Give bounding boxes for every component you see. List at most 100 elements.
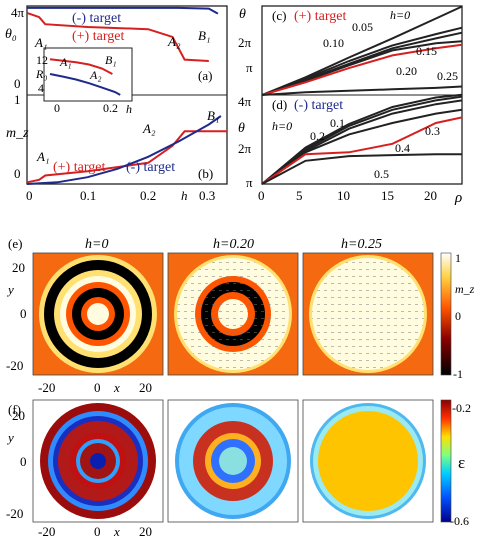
b-xtick-03: 0.3 (199, 188, 215, 203)
a-label-A1: A₁ (34, 35, 47, 50)
c-title: (+) target (294, 9, 346, 24)
b-xlabel: h (181, 188, 188, 203)
c-series-1-line (261, 26, 463, 96)
e-ytick-20: 20 (12, 260, 25, 275)
b-xtick-01: 0.1 (80, 188, 96, 203)
c-label-005: 0.05 (352, 20, 373, 34)
d-xtick-20: 20 (424, 188, 437, 203)
d-series-0-line (261, 93, 463, 185)
b-label-A1: A₁ (36, 149, 49, 164)
panel-f: -0.2 ε -0.6 (f) 20 y 0 -20 -20 0 x 20 (6, 399, 471, 539)
inset-xtick-02: 0.2 (103, 101, 118, 115)
d-ytick-2pi: 2π (238, 141, 252, 156)
f0-ring-8 (90, 453, 106, 469)
f-xtick-0: 0 (94, 524, 101, 539)
b-letter: (b) (198, 166, 213, 181)
d-series-1-line (261, 95, 463, 185)
f-ytick-20: 20 (12, 408, 25, 423)
d-title: (-) target (294, 98, 343, 113)
c-ytick-2pi: 2π (238, 35, 252, 50)
inset-xlabel: h (126, 102, 132, 116)
d-xtick-15: 15 (381, 188, 394, 203)
f-xlabel: x (113, 524, 120, 539)
f-map-2-rings (310, 403, 426, 519)
e-map-2-rings (309, 255, 427, 373)
a-ylabel: θ₀ (5, 27, 17, 42)
inset-ytick-4: 4 (38, 81, 44, 95)
inset-label-B1: B₁ (105, 53, 117, 67)
c-letter: (c) (272, 8, 286, 23)
panel-cd-curves (261, 5, 463, 185)
f-letter: (f) (8, 402, 21, 417)
c-ylabel: θ (239, 7, 246, 22)
d-ylabel: θ (238, 121, 245, 136)
e-xtick-20: 20 (139, 380, 152, 395)
b-series-plus-line (26, 130, 227, 184)
c-label-015: 0.15 (416, 44, 437, 58)
inset-label-A2: A₂ (89, 68, 102, 82)
d-series-3-line (261, 108, 463, 185)
inset-xtick-0: 0 (54, 101, 60, 115)
e2-arrows (312, 258, 424, 370)
d-label-01: 0.1 (330, 116, 345, 130)
f-colorbar (440, 399, 452, 523)
e-title-0: h=0 (85, 237, 108, 252)
c-ytick-pi: π (246, 60, 253, 75)
a-ytick-zero: 0 (14, 76, 21, 91)
e-colorbar (440, 252, 452, 376)
b-label-B1: B₁ (207, 108, 219, 123)
e-ytick-m20: -20 (6, 358, 23, 373)
inset-minus-line (49, 73, 121, 96)
a-label-A2: A₂ (167, 34, 181, 49)
f-map-1-rings (175, 403, 291, 519)
inset-ylabel: R₀ (35, 67, 48, 81)
e0-ring-8 (87, 303, 109, 325)
c-series-4-line (261, 43, 463, 96)
f1-ring-6 (219, 447, 247, 475)
f-ytick-0: 0 (20, 454, 27, 469)
f-map-0-rings (40, 403, 156, 519)
e-title-1: h=0.20 (213, 237, 254, 252)
f-cb-tick-bottom: -0.6 (450, 514, 469, 528)
b-xtick-02: 0.2 (140, 188, 156, 203)
d-label-05: 0.5 (374, 167, 389, 181)
e-ylabel: y (6, 282, 14, 297)
d-series-4-line (261, 116, 463, 185)
d-label-02: 0.2 (310, 129, 325, 143)
c-series-5-line (261, 85, 463, 96)
panel-ab: 4π θ₀ 0 1 m_z 0 (-) target (+) target (a… (5, 5, 228, 203)
d-label-04: 0.4 (395, 141, 410, 155)
b-ytick-zero: 0 (14, 166, 21, 181)
e-map-1-rings (174, 255, 292, 373)
e-cb-tick-1: 1 (455, 251, 461, 265)
e-xtick-0: 0 (94, 380, 101, 395)
b-series-minus-line (26, 115, 222, 185)
c-label-020: 0.20 (396, 64, 417, 78)
e-xtick-m20: -20 (38, 380, 55, 395)
b-legend-minus: (-) target (126, 160, 175, 175)
f-xtick-m20: -20 (38, 524, 55, 539)
f-xtick-20: 20 (139, 524, 152, 539)
f2-ring-3 (318, 411, 418, 511)
inset-ytick-12: 12 (36, 53, 48, 67)
d-series-2-line (261, 99, 463, 185)
b-ytick-one: 1 (14, 92, 21, 107)
e-xlabel: x (113, 380, 120, 395)
b-label-A2: A₂ (142, 121, 156, 136)
d-label-h0: h=0 (272, 119, 292, 133)
a-letter: (a) (198, 68, 212, 83)
d-xtick-5: 5 (296, 188, 303, 203)
panel-e: (e) h=0 h=0.20 h=0.25 (6, 236, 475, 395)
a-series-plus-line (26, 11, 209, 62)
f-ylabel: y (6, 430, 14, 445)
c-label-010: 0.10 (323, 36, 344, 50)
inset-label-A1: A₁ (59, 55, 72, 69)
panel-cd: θ 2π π (c) (+) target 4π θ 2π π (d) (-) … (238, 5, 463, 206)
d-xtick-0: 0 (258, 188, 265, 203)
d-ytick-pi: π (246, 175, 253, 190)
a-label-B1: B₁ (198, 28, 210, 43)
e-cb-label: m_z (455, 282, 475, 296)
e1-arrows (177, 258, 289, 370)
panel-ab-curves (26, 6, 227, 185)
